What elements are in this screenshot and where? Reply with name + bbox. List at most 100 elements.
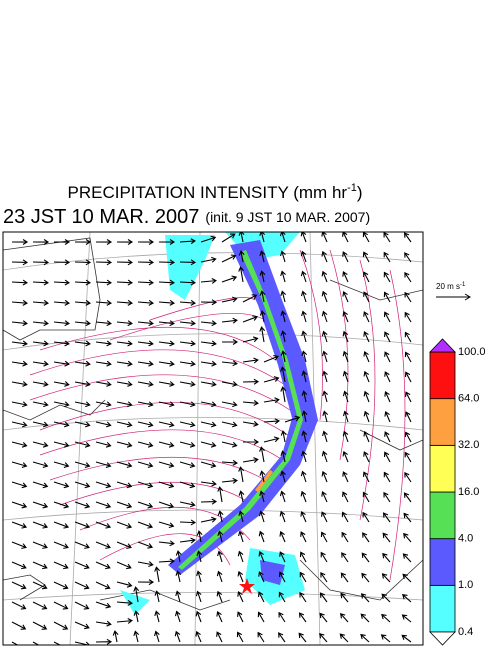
wind-arrow	[363, 451, 370, 463]
wind-arrow	[95, 259, 113, 266]
wind-arrow	[404, 252, 412, 263]
wind-arrow	[74, 461, 91, 468]
wind-arrow	[321, 232, 328, 243]
wind-arrow	[342, 350, 349, 363]
wind-arrow	[362, 511, 370, 523]
wind-arrow	[137, 340, 154, 347]
wind-arrow	[381, 593, 391, 603]
wind-arrow	[242, 357, 259, 364]
wind-arrow	[263, 397, 280, 404]
wind-arrow	[403, 232, 412, 243]
wind-arrow	[195, 590, 202, 603]
wind-arrow	[11, 401, 28, 408]
map-frame	[2, 231, 424, 646]
wind-arrow	[280, 350, 287, 363]
wind-arrow	[342, 330, 349, 343]
wind-arrow	[299, 591, 307, 603]
wind-arrow	[158, 381, 175, 387]
wind-arrow	[32, 621, 48, 630]
wind-arrow	[383, 291, 391, 303]
wind-arrow	[179, 519, 197, 526]
wind-arrow	[95, 441, 112, 448]
wind-arrow	[95, 279, 113, 286]
wind-arrow	[95, 638, 113, 645]
wind-arrow	[339, 633, 349, 643]
wind-arrow	[300, 232, 307, 243]
wind-arrow	[137, 421, 154, 428]
wind-arrow	[200, 498, 218, 505]
wind-arrow	[280, 270, 286, 283]
wind-arrow	[179, 279, 197, 286]
wind-arrow	[53, 441, 70, 448]
wind-arrow	[154, 590, 161, 603]
wind-arrow	[195, 630, 202, 643]
vector-reference-label: 20 m s-1	[436, 282, 466, 292]
wind-arrow	[200, 360, 217, 367]
wind-arrow	[137, 360, 154, 367]
wind-arrow	[53, 501, 70, 509]
wind-arrow	[158, 540, 175, 547]
colorbar-label: 32.0	[458, 439, 479, 451]
wind-arrow	[32, 501, 49, 509]
wind-arrow	[361, 552, 370, 563]
wind-arrow	[11, 259, 29, 266]
wind-arrow	[137, 401, 154, 408]
wind-arrow	[242, 439, 260, 445]
colorbar-label: 1.0	[458, 579, 473, 591]
wind-arrow	[158, 279, 176, 286]
wind-arrow	[137, 461, 154, 468]
colorbar-label: 0.4	[458, 626, 473, 638]
wind-arrow	[53, 259, 71, 266]
wind-arrow	[158, 461, 175, 468]
wind-arrow	[74, 561, 90, 570]
wind-arrow	[179, 441, 196, 448]
wind-arrow	[95, 501, 112, 509]
wind-arrow	[95, 421, 112, 428]
wind-arrow	[53, 461, 70, 468]
wind-arrow	[301, 330, 307, 343]
wind-arrow	[32, 360, 49, 367]
wind-arrow	[259, 270, 266, 283]
wind-arrow	[383, 271, 391, 283]
wind-arrow	[217, 530, 224, 543]
wind-arrow	[116, 239, 134, 245]
wind-arrow	[404, 271, 412, 283]
wind-arrow	[404, 351, 412, 363]
wind-arrow	[280, 450, 287, 463]
wind-arrow	[257, 611, 265, 623]
wind-arrow	[32, 421, 49, 428]
coastline	[3, 237, 423, 611]
wind-arrow	[259, 232, 266, 243]
wind-arrow	[53, 601, 69, 610]
wind-arrow	[383, 491, 391, 503]
wind-arrow	[11, 461, 28, 468]
wind-arrow	[403, 512, 412, 523]
wind-arrow	[95, 561, 111, 570]
wind-arrow	[32, 641, 45, 645]
wind-arrow	[53, 561, 69, 570]
wind-arrow	[137, 481, 154, 489]
colorbar-over	[429, 338, 456, 353]
wind-arrow	[116, 259, 134, 266]
wind-arrow	[259, 250, 266, 263]
wind-arrow	[133, 630, 140, 643]
wind-arrow	[216, 610, 223, 623]
wind-arrow	[137, 441, 154, 448]
wind-arrow	[321, 470, 328, 483]
wind-arrow	[242, 400, 259, 406]
wind-arrow	[259, 290, 266, 303]
wind-arrow	[137, 299, 154, 306]
wind-arrow	[362, 491, 370, 503]
wind-arrow	[341, 552, 349, 563]
wind-arrow	[133, 586, 140, 603]
wind-arrow	[137, 259, 155, 266]
wind-arrow	[339, 613, 349, 623]
wind-arrow	[53, 340, 70, 347]
wind-arrow	[53, 521, 70, 529]
wind-arrow	[196, 570, 202, 583]
wind-arrow	[321, 310, 328, 323]
wind-arrow	[95, 601, 112, 609]
wind-arrow	[322, 350, 328, 363]
wind-arrow	[361, 572, 370, 583]
wind-arrow	[340, 572, 349, 583]
